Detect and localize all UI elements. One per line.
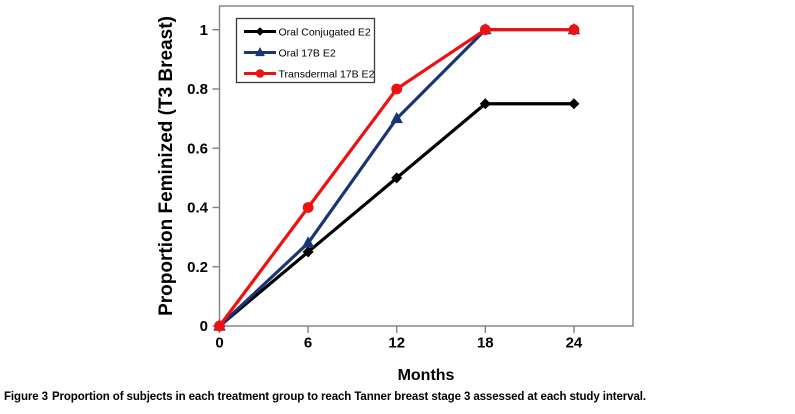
x-axis-title: Months xyxy=(398,367,455,384)
diamond-marker xyxy=(255,27,265,36)
circle-marker xyxy=(255,69,265,78)
circle-marker xyxy=(568,24,580,36)
circle-marker xyxy=(302,202,314,213)
figure-caption-label: Figure 3 xyxy=(4,391,48,403)
y-axis-ticks: 0 0.2 0.4 0.6 0.8 1 xyxy=(187,22,220,335)
line-chart: 0 0.2 0.4 0.6 0.8 1 0 6 12 18 24 Oral Conjugated … xyxy=(156,5,634,384)
legend-item-oral-conjugated-e2: Oral Conjugated E2 xyxy=(244,27,371,39)
y-tick-label: 0.2 xyxy=(187,259,208,276)
diamond-marker xyxy=(302,246,314,258)
x-tick-label: 0 xyxy=(215,335,223,352)
legend-item-label: Oral 17B E2 xyxy=(279,48,336,60)
legend-item-transdermal-17b-e2: Transdermal 17B E2 xyxy=(244,69,375,81)
data-series xyxy=(213,22,581,332)
diamond-marker xyxy=(568,98,580,110)
plot-area xyxy=(218,5,634,327)
figure-caption-text: Proportion of subjects in each treatment… xyxy=(51,391,646,403)
y-tick-label: 0.4 xyxy=(187,200,209,217)
x-tick-label: 18 xyxy=(477,335,494,352)
legend: Oral Conjugated E2 Oral 17B E2 Transdermal… xyxy=(235,17,376,84)
figure-caption: Figure 3 Proportion of subjects in each t… xyxy=(4,391,790,403)
x-tick-label: 6 xyxy=(304,335,312,352)
circle-marker xyxy=(391,83,403,95)
x-tick-label: 12 xyxy=(388,335,405,352)
legend-item-label: Transdermal 17B E2 xyxy=(279,69,375,81)
x-tick-label: 24 xyxy=(566,335,583,352)
triangle-marker xyxy=(390,111,403,124)
series-line xyxy=(217,102,576,328)
y-tick-label: 0.6 xyxy=(187,140,208,157)
y-tick-label: 0.8 xyxy=(187,81,208,98)
triangle-marker xyxy=(301,236,315,248)
series-oral-conjugated-e2 xyxy=(214,98,580,332)
diamond-marker xyxy=(391,172,403,184)
y-tick-label: 0 xyxy=(200,318,208,335)
legend-item-oral-17b-e2: Oral 17B E2 xyxy=(244,47,336,60)
triangle-marker xyxy=(255,47,265,57)
circle-marker xyxy=(479,24,491,36)
y-axis-title: Proportion Feminized (T3 Breast) xyxy=(156,16,177,316)
diamond-marker xyxy=(479,98,491,110)
x-axis-ticks: 0 6 12 18 24 xyxy=(215,326,583,352)
circle-marker xyxy=(214,320,225,332)
y-tick-label: 1 xyxy=(200,22,208,39)
legend-item-label: Oral Conjugated E2 xyxy=(279,27,371,39)
series-transdermal-17b-e2 xyxy=(214,24,580,332)
